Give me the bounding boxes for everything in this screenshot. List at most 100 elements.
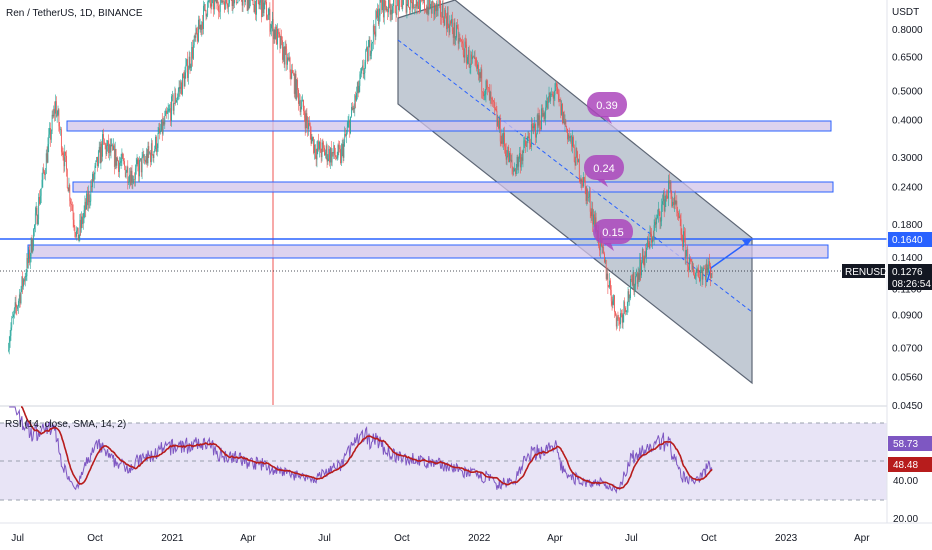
candle[interactable]: [582, 177, 584, 188]
candle[interactable]: [247, 0, 249, 14]
candle[interactable]: [303, 105, 305, 122]
candle[interactable]: [81, 213, 83, 228]
candle[interactable]: [93, 172, 95, 189]
candle[interactable]: [547, 96, 549, 110]
candle[interactable]: [505, 142, 507, 165]
candle[interactable]: [179, 80, 181, 97]
candle[interactable]: [85, 198, 87, 217]
candle[interactable]: [474, 49, 476, 66]
candle[interactable]: [276, 24, 278, 45]
candle[interactable]: [131, 165, 133, 189]
candle[interactable]: [540, 120, 542, 131]
candle[interactable]: [627, 287, 629, 313]
candle[interactable]: [683, 226, 685, 243]
candle[interactable]: [662, 190, 664, 206]
candle[interactable]: [658, 208, 660, 216]
candle[interactable]: [153, 151, 155, 164]
candle[interactable]: [129, 167, 131, 187]
candle[interactable]: [519, 146, 520, 163]
candle[interactable]: [34, 206, 36, 233]
candle[interactable]: [614, 294, 615, 318]
candle[interactable]: [75, 232, 77, 239]
candle[interactable]: [236, 1, 238, 4]
candle[interactable]: [694, 269, 695, 279]
candle[interactable]: [494, 107, 496, 111]
candle[interactable]: [121, 148, 123, 166]
candle[interactable]: [360, 68, 362, 80]
candle[interactable]: [130, 167, 132, 186]
candle[interactable]: [482, 91, 483, 100]
candle[interactable]: [562, 111, 564, 124]
candle[interactable]: [710, 262, 711, 287]
candle[interactable]: [278, 31, 280, 38]
candle[interactable]: [142, 148, 144, 159]
candle[interactable]: [202, 14, 204, 35]
candle[interactable]: [218, 1, 219, 20]
rsi-line[interactable]: [9, 406, 713, 494]
candle[interactable]: [48, 128, 50, 153]
candle[interactable]: [510, 154, 512, 163]
candle[interactable]: [117, 156, 119, 162]
candle[interactable]: [253, 4, 255, 13]
candle[interactable]: [425, 4, 427, 15]
candle[interactable]: [376, 8, 378, 20]
candle[interactable]: [688, 263, 689, 278]
candle[interactable]: [325, 141, 327, 160]
candle[interactable]: [682, 234, 684, 251]
candle[interactable]: [282, 36, 283, 64]
candle[interactable]: [570, 133, 572, 144]
candle[interactable]: [546, 94, 547, 111]
candle[interactable]: [261, 0, 263, 18]
candle[interactable]: [624, 297, 626, 314]
candle[interactable]: [488, 83, 490, 101]
candle[interactable]: [520, 146, 521, 174]
candle[interactable]: [435, 0, 437, 18]
candle[interactable]: [159, 122, 161, 140]
candle[interactable]: [433, 2, 435, 21]
candle[interactable]: [269, 2, 271, 37]
candle[interactable]: [565, 118, 567, 127]
candle[interactable]: [149, 151, 151, 155]
candle[interactable]: [504, 126, 505, 154]
candle[interactable]: [602, 245, 604, 254]
candle[interactable]: [175, 88, 177, 106]
candle[interactable]: [309, 122, 311, 140]
candle[interactable]: [380, 0, 382, 3]
candle[interactable]: [101, 141, 103, 163]
candle[interactable]: [589, 187, 591, 219]
candle[interactable]: [277, 28, 279, 38]
candle[interactable]: [653, 219, 655, 245]
candle[interactable]: [575, 140, 577, 166]
candle[interactable]: [617, 311, 619, 321]
resistance-zone-015[interactable]: [27, 244, 829, 259]
candle[interactable]: [161, 112, 163, 141]
candle[interactable]: [234, 0, 235, 8]
candle[interactable]: [367, 46, 368, 65]
candle[interactable]: [245, 0, 246, 6]
candle[interactable]: [532, 123, 534, 134]
candle[interactable]: [296, 79, 298, 101]
candle[interactable]: [563, 110, 565, 126]
candle[interactable]: [198, 15, 199, 43]
candle[interactable]: [16, 304, 18, 316]
candle[interactable]: [415, 0, 417, 15]
resistance-zone-039[interactable]: [66, 120, 832, 132]
candle[interactable]: [345, 129, 347, 144]
candle[interactable]: [255, 0, 256, 21]
candle[interactable]: [116, 156, 118, 169]
candle[interactable]: [369, 36, 371, 61]
candle[interactable]: [504, 143, 506, 157]
candle[interactable]: [140, 158, 142, 177]
candle[interactable]: [379, 0, 381, 22]
candle[interactable]: [22, 271, 24, 294]
candle[interactable]: [651, 227, 652, 248]
candle[interactable]: [681, 228, 683, 242]
candle[interactable]: [228, 0, 230, 15]
candle[interactable]: [20, 285, 22, 305]
candle[interactable]: [420, 0, 422, 3]
candle[interactable]: [423, 0, 425, 4]
candle[interactable]: [488, 87, 489, 93]
candle[interactable]: [155, 134, 156, 152]
candle[interactable]: [403, 0, 404, 6]
candle[interactable]: [203, 2, 205, 12]
